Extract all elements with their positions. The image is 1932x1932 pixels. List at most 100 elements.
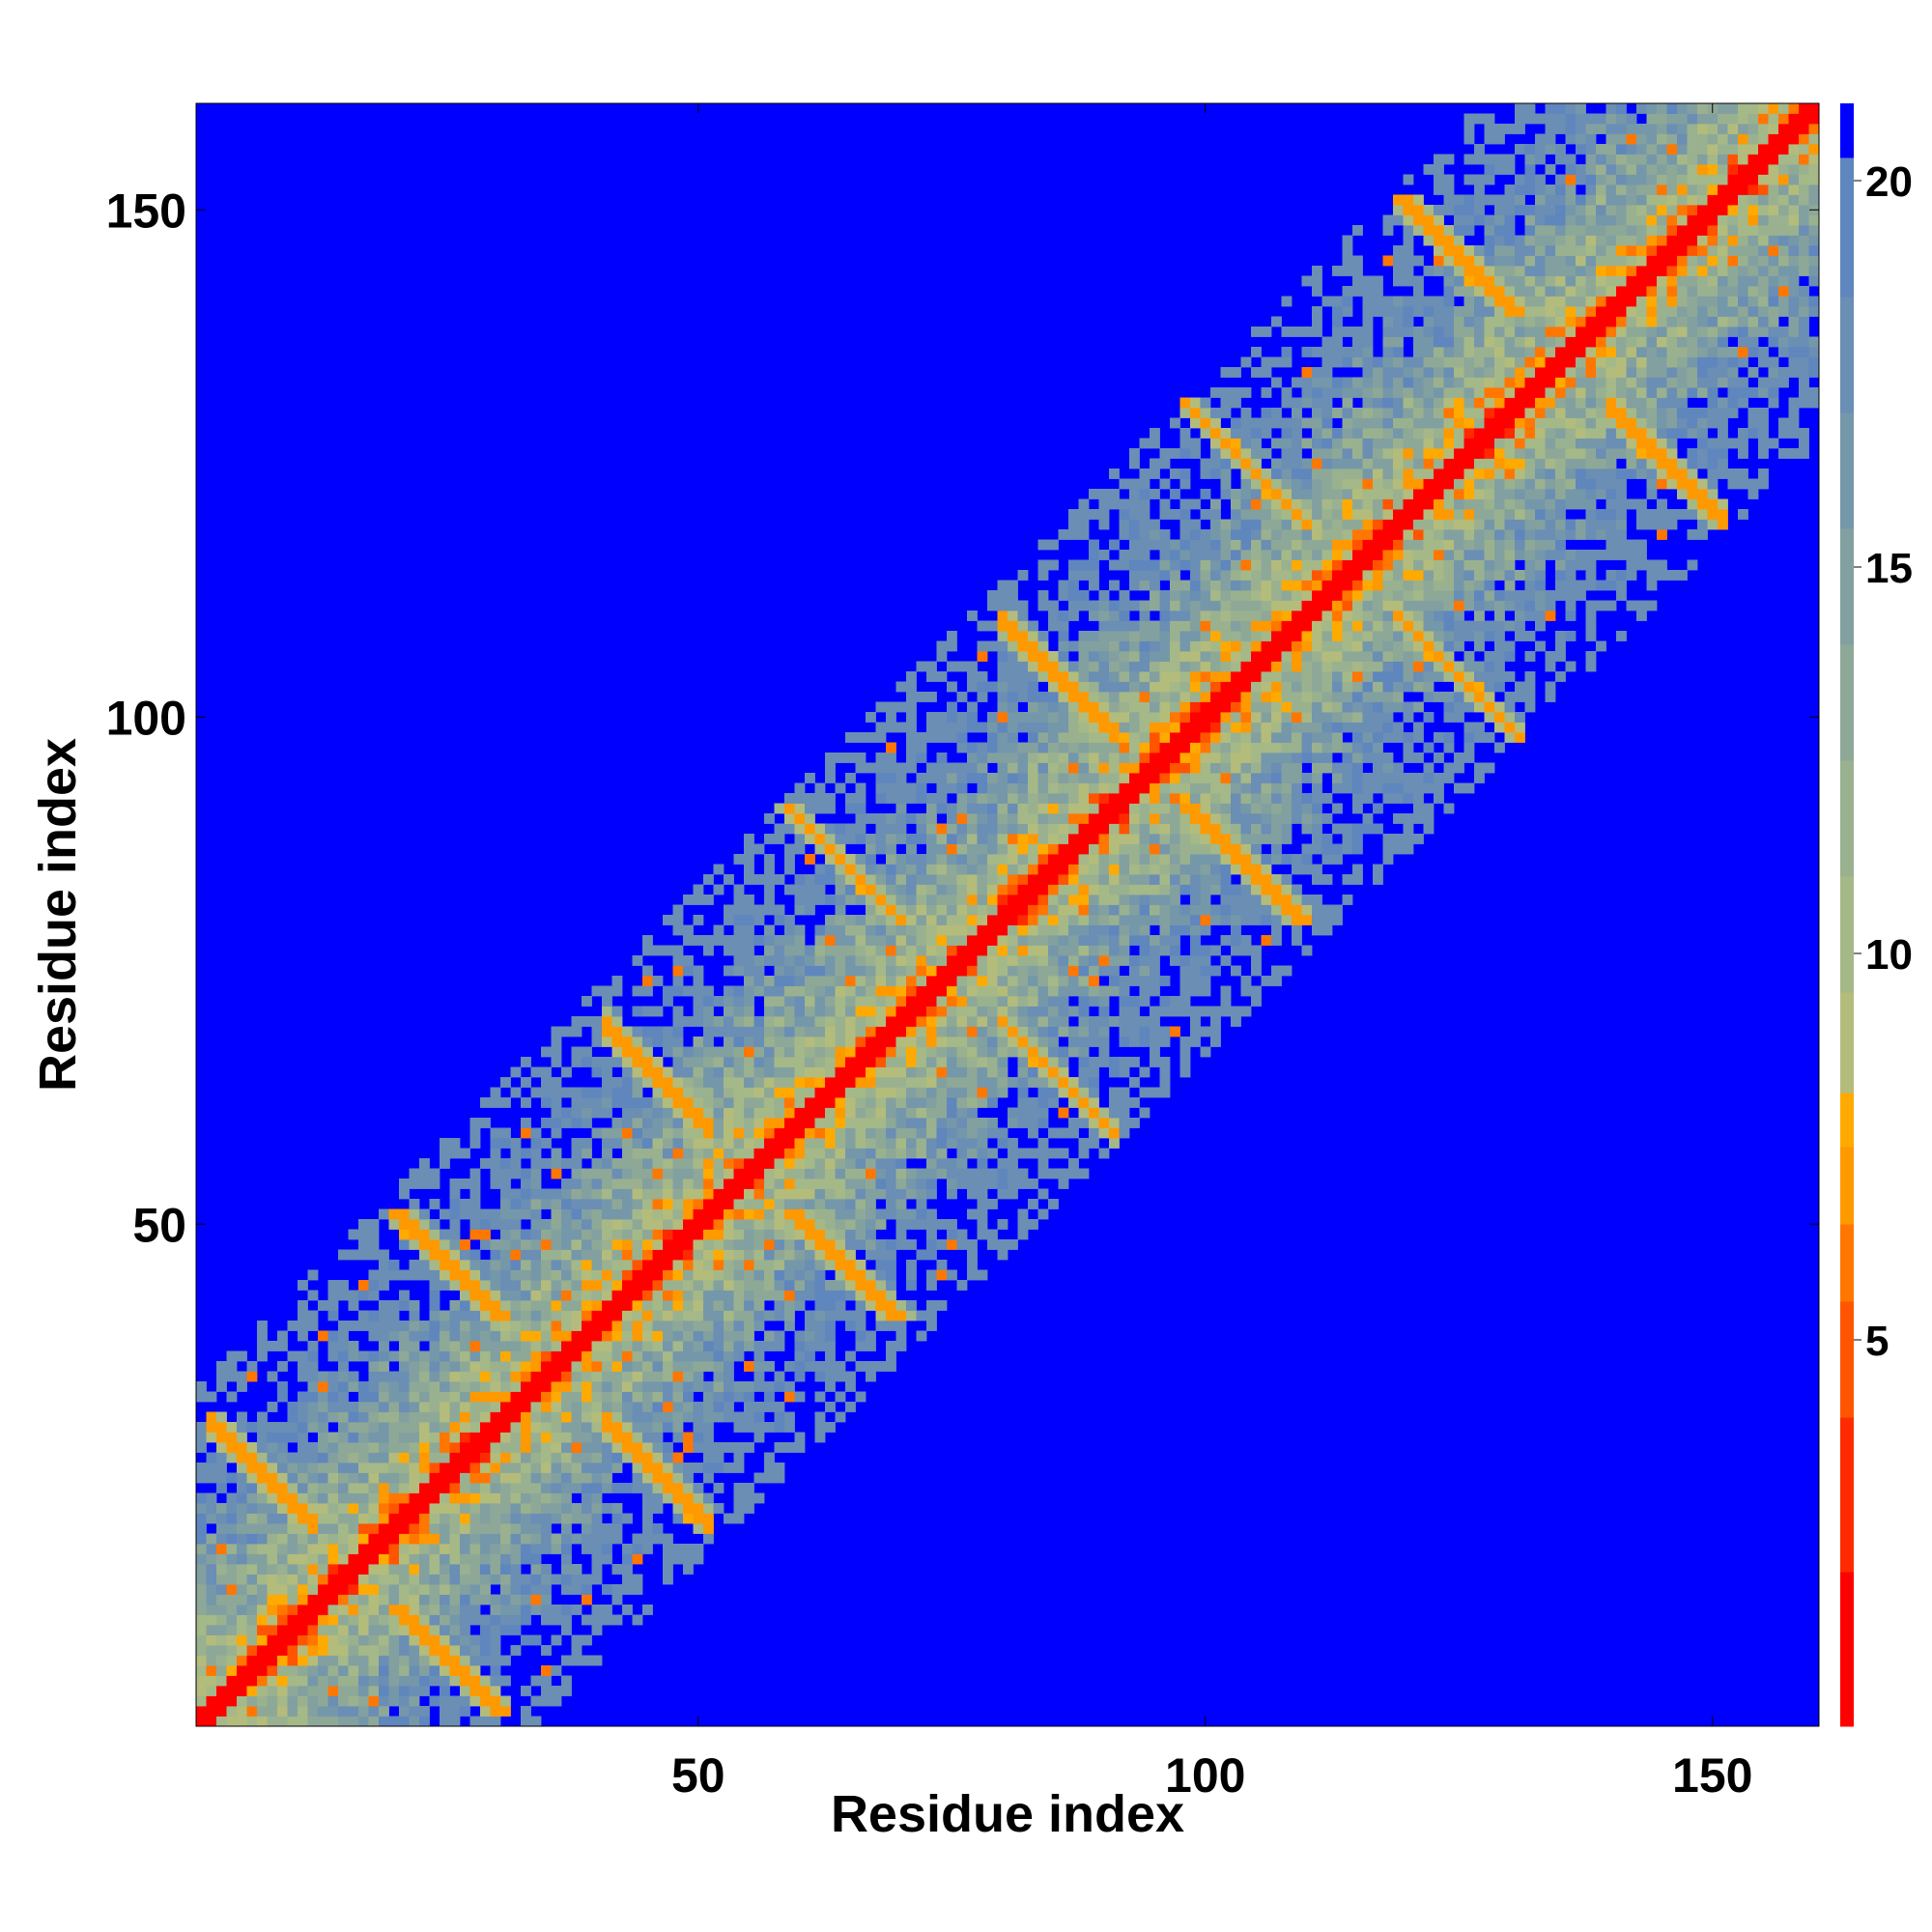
heatmap-cell — [713, 1503, 724, 1514]
heatmap-cell — [561, 1614, 572, 1626]
heatmap-cell — [1159, 529, 1171, 540]
heatmap-cell — [379, 1605, 389, 1615]
heatmap-cell — [1119, 478, 1130, 490]
heatmap-cell — [886, 722, 896, 733]
heatmap-cell — [1089, 945, 1099, 956]
heatmap-cell — [825, 935, 836, 946]
heatmap-cell — [409, 1260, 420, 1270]
heatmap-cell — [469, 1300, 481, 1311]
heatmap-cell — [257, 1574, 268, 1585]
heatmap-cell — [784, 813, 795, 824]
heatmap-cell — [733, 1199, 745, 1209]
heatmap-cell — [1129, 996, 1140, 1007]
heatmap-cell — [866, 1208, 876, 1220]
heatmap-cell — [997, 1219, 1009, 1230]
heatmap-cell — [561, 1533, 572, 1545]
heatmap-cell — [1139, 793, 1151, 804]
heatmap-cell — [571, 1341, 582, 1351]
heatmap-cell — [805, 1260, 815, 1270]
heatmap-cell — [338, 1341, 349, 1351]
heatmap-cell — [490, 1341, 501, 1351]
heatmap-cell — [1028, 924, 1038, 936]
heatmap-cell — [632, 1544, 643, 1554]
heatmap-cell — [338, 1645, 349, 1656]
heatmap-cell — [622, 1381, 633, 1392]
heatmap-cell — [237, 1655, 247, 1666]
heatmap-cell — [582, 1229, 592, 1240]
heatmap-cell — [409, 1625, 420, 1635]
heatmap-cell — [724, 1087, 734, 1098]
heatmap-cell — [460, 1432, 470, 1443]
heatmap-cell — [906, 924, 917, 936]
heatmap-cell — [916, 1077, 927, 1088]
heatmap-cell — [724, 1208, 734, 1220]
heatmap-cell — [379, 1574, 389, 1585]
heatmap-cell — [216, 1675, 227, 1687]
heatmap-cell — [1058, 701, 1069, 713]
heatmap-cell — [866, 1229, 876, 1240]
heatmap-cell — [541, 1330, 552, 1342]
heatmap-cell — [764, 935, 775, 946]
heatmap-cell — [1129, 742, 1140, 753]
heatmap-cell — [460, 1422, 470, 1433]
heatmap-cell — [642, 1249, 653, 1261]
heatmap-cell — [886, 1148, 896, 1159]
heatmap-cell — [997, 1179, 1009, 1189]
heatmap-cell — [460, 1503, 470, 1514]
heatmap-cell — [257, 1614, 268, 1626]
heatmap-cell — [1139, 854, 1151, 865]
heatmap-cell — [805, 1107, 815, 1119]
heatmap-cell — [551, 1158, 562, 1169]
heatmap-cell — [358, 1249, 369, 1261]
heatmap-cell — [226, 1564, 238, 1575]
heatmap-cell — [358, 1483, 369, 1493]
heatmap-cell — [977, 1046, 988, 1058]
heatmap-cell — [632, 1614, 643, 1626]
heatmap-cell — [916, 874, 927, 885]
heatmap-cell — [895, 854, 907, 865]
heatmap-cell — [906, 915, 917, 925]
heatmap-cell — [855, 1391, 867, 1403]
heatmap-cell — [611, 1321, 623, 1331]
heatmap-cell — [683, 1118, 694, 1128]
heatmap-cell — [348, 1463, 359, 1473]
heatmap-cell — [358, 1219, 369, 1230]
heatmap-cell — [703, 1158, 714, 1169]
heatmap-cell — [440, 1341, 450, 1351]
heatmap-cell — [318, 1463, 328, 1473]
heatmap-cell — [835, 1269, 846, 1281]
heatmap-cell — [582, 1330, 592, 1342]
heatmap-cell — [1058, 1148, 1069, 1159]
heatmap-cell — [409, 1584, 420, 1595]
heatmap-cell — [1078, 1118, 1090, 1128]
heatmap-cell — [582, 1057, 592, 1067]
heatmap-cell — [358, 1594, 369, 1605]
heatmap-cell — [480, 1686, 491, 1696]
heatmap-cell — [1150, 823, 1160, 835]
heatmap-cell — [1017, 803, 1029, 814]
heatmap-cell — [947, 955, 957, 966]
heatmap-cell — [541, 1402, 552, 1412]
heatmap-cell — [1008, 985, 1018, 997]
heatmap-cell — [1179, 843, 1191, 855]
heatmap-cell — [1078, 924, 1090, 936]
heatmap-cell — [845, 874, 856, 885]
heatmap-cell — [1078, 1066, 1090, 1078]
heatmap-cell — [449, 1483, 461, 1493]
heatmap-cell — [582, 1239, 592, 1250]
heatmap-cell — [480, 1341, 491, 1351]
heatmap-cell — [298, 1645, 308, 1656]
heatmap-cell — [693, 1492, 704, 1504]
heatmap-cell — [480, 1645, 491, 1656]
heatmap-cell — [916, 904, 927, 916]
heatmap-cell — [521, 1208, 531, 1220]
heatmap-cell — [409, 1219, 420, 1230]
heatmap-cell — [480, 1229, 491, 1240]
heatmap-cell — [530, 1472, 542, 1484]
heatmap-cell — [521, 1492, 531, 1504]
heatmap-cell — [530, 1239, 542, 1250]
heatmap-cell — [693, 1046, 704, 1058]
heatmap-cell — [530, 1422, 542, 1433]
heatmap-cell — [307, 1625, 319, 1635]
heatmap-cell — [1068, 681, 1079, 693]
